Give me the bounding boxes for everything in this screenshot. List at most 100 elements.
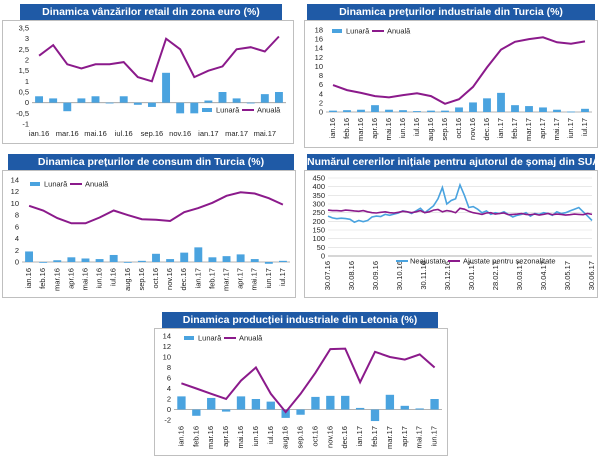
series-line-anuala (332, 36, 586, 105)
y-tick-label: 2,5 (19, 45, 29, 54)
legend-label: Neajustate (410, 257, 446, 266)
x-tick-label: iul.17 (580, 118, 589, 136)
bar (266, 401, 275, 410)
x-tick-label: feb.17 (207, 268, 216, 289)
bar (483, 98, 491, 112)
bar (329, 110, 337, 112)
legend-label: Lunară (346, 27, 370, 36)
y-tick-label: 10 (163, 353, 171, 362)
x-tick-label: 30.11.16 (419, 261, 428, 290)
y-tick-label: 8 (319, 71, 323, 80)
series-line (327, 207, 593, 216)
x-tick-label: feb.16 (191, 426, 200, 447)
bar (49, 98, 58, 103)
x-tick-label: nov.16 (468, 118, 477, 140)
x-tick-label: mar.17 (524, 118, 533, 141)
x-tick-label: ian.17 (198, 129, 218, 138)
x-tick-label: 30.04.17 (539, 261, 548, 290)
y-tick-label: 0 (15, 258, 19, 267)
legend-swatch-lunara (202, 108, 212, 112)
x-tick-label: sep.16 (141, 129, 164, 138)
x-tick-label: mai.17 (250, 268, 259, 291)
y-tick-label: 1,5 (19, 66, 29, 75)
x-tick-label: mar.17 (222, 268, 231, 291)
y-tick-label: 6 (319, 80, 323, 89)
y-tick-label: 0,5 (19, 88, 29, 97)
x-tick-label: ian.16 (24, 268, 33, 288)
series-line-anuala (28, 191, 284, 225)
bar (236, 396, 246, 410)
y-tick-label: 16 (315, 35, 323, 44)
x-tick-label: 30.10.16 (395, 261, 404, 290)
x-tick-label: 30.03.17 (515, 261, 524, 290)
chart-frame (154, 328, 448, 456)
x-tick-label: mai.16 (84, 129, 107, 138)
bar (355, 407, 365, 410)
x-tick-label: aug.16 (426, 118, 435, 141)
chart-title: Dinamica prețurilor industriale din Turc… (307, 4, 595, 20)
bar (264, 262, 273, 264)
bar (180, 252, 189, 262)
bar (455, 107, 463, 112)
x-tick-label: 30.09.16 (371, 261, 380, 290)
y-tick-label: 6 (15, 222, 19, 231)
x-tick-label: aug.16 (281, 426, 290, 449)
y-tick-label: 12 (163, 342, 171, 351)
x-tick-label: mar.16 (206, 426, 215, 449)
chart-frame (304, 20, 598, 148)
x-tick-label: oct.16 (454, 118, 463, 138)
x-tick-label: iun.16 (398, 118, 407, 138)
bar (204, 100, 213, 103)
bar (221, 409, 231, 412)
bar (250, 259, 259, 262)
bar (430, 399, 439, 410)
bar (176, 102, 185, 114)
series-line (327, 182, 593, 224)
bar (25, 251, 34, 262)
y-tick-label: 8 (167, 363, 171, 372)
x-tick-label: apr.16 (370, 118, 379, 139)
bar (511, 105, 519, 112)
bar (133, 102, 142, 105)
bar (400, 405, 409, 410)
y-tick-label: 4 (319, 89, 323, 98)
bar (415, 408, 424, 410)
y-tick-label: 18 (315, 26, 323, 35)
bar (207, 397, 216, 410)
bar (166, 259, 175, 262)
bar (236, 254, 245, 262)
y-tick-label: 2 (319, 98, 323, 107)
x-tick-label: mai.16 (384, 118, 393, 141)
bar (497, 92, 505, 112)
bar (67, 257, 76, 262)
y-tick-label: 4 (167, 384, 171, 393)
legend-label: Anuală (257, 106, 281, 115)
x-tick-label: mai.17 (415, 426, 424, 449)
y-tick-label: 14 (315, 44, 323, 53)
bar (581, 108, 589, 112)
legend-swatch-lunara (332, 29, 342, 33)
bar (326, 395, 335, 410)
bar (441, 110, 449, 112)
bar (109, 254, 118, 262)
x-tick-label: mar.16 (52, 268, 61, 291)
bar (177, 396, 186, 410)
bar (81, 258, 90, 262)
bar (232, 98, 241, 103)
y-tick-label: 350 (312, 191, 325, 200)
y-tick-label: 0 (167, 405, 171, 414)
bar (39, 262, 48, 263)
bar (208, 257, 217, 262)
bar (95, 259, 104, 262)
x-tick-label: iun.17 (566, 118, 575, 138)
x-tick-label: feb.16 (38, 268, 47, 289)
x-tick-label: iun.17 (264, 268, 273, 288)
chart-frame (304, 170, 598, 298)
x-tick-label: iun.17 (430, 426, 439, 446)
x-tick-label: oct.16 (310, 426, 319, 446)
x-tick-label: nov.16 (165, 268, 174, 290)
x-tick-label: ian.16 (176, 426, 185, 446)
x-tick-label: mar.16 (56, 129, 79, 138)
legend-label: Lunară (44, 180, 68, 189)
